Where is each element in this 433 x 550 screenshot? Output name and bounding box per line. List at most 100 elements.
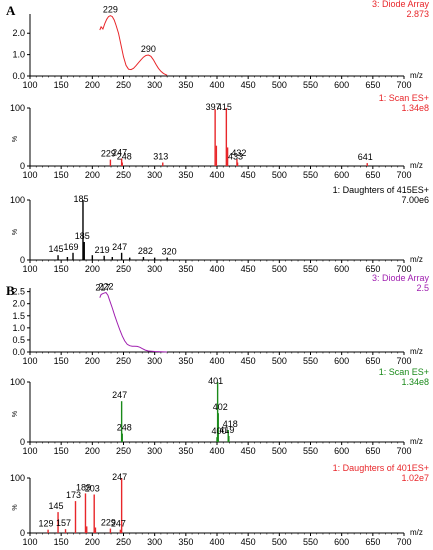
x-tick-label: 600 bbox=[334, 537, 349, 547]
peak-label: 247 bbox=[111, 519, 126, 529]
peak-label: 419 bbox=[219, 425, 234, 435]
x-axis-label: m/z bbox=[410, 347, 423, 356]
x-tick-label: 150 bbox=[54, 537, 69, 547]
x-tick-label: 100 bbox=[22, 264, 37, 274]
x-tick-label: 650 bbox=[365, 446, 380, 456]
x-tick-label: 150 bbox=[54, 356, 69, 366]
x-tick-label: 450 bbox=[241, 356, 256, 366]
x-tick-label: 400 bbox=[209, 170, 224, 180]
x-tick-label: 350 bbox=[178, 356, 193, 366]
y-tick-label: 1.0 bbox=[12, 323, 25, 333]
x-tick-label: 550 bbox=[303, 170, 318, 180]
peak-label: 145 bbox=[49, 244, 64, 254]
subplot-6: 1: Daughters of 401ES+1.02e7 100 150 200 250… bbox=[10, 463, 429, 547]
peak-label: 217 bbox=[95, 283, 110, 293]
x-tick-label: 150 bbox=[54, 264, 69, 274]
subplot-header-scale: 1.34e8 bbox=[401, 103, 429, 113]
x-tick-label: 550 bbox=[303, 537, 318, 547]
subplot-header-scale: 1.34e8 bbox=[401, 377, 429, 387]
x-tick-label: 250 bbox=[116, 80, 131, 90]
peak-label: 229 bbox=[101, 518, 116, 528]
x-tick-label: 500 bbox=[272, 80, 287, 90]
x-tick-label: 300 bbox=[147, 537, 162, 547]
x-tick-label: 700 bbox=[396, 80, 411, 90]
y-tick-label: 1.0 bbox=[12, 50, 25, 60]
peak-label: 400 bbox=[211, 426, 226, 436]
x-axis-label: m/z bbox=[410, 437, 423, 446]
x-tick-label: 600 bbox=[334, 356, 349, 366]
x-tick-label: 150 bbox=[54, 170, 69, 180]
x-tick-label: 450 bbox=[241, 264, 256, 274]
y-tick-label: 0 bbox=[20, 437, 25, 447]
x-tick-label: 500 bbox=[272, 446, 287, 456]
x-tick-label: 650 bbox=[365, 80, 380, 90]
x-tick-label: 200 bbox=[85, 446, 100, 456]
x-tick-label: 600 bbox=[334, 170, 349, 180]
x-tick-label: 650 bbox=[365, 170, 380, 180]
subplot-header-scale: 7.00e6 bbox=[401, 195, 429, 205]
x-tick-label: 650 bbox=[365, 264, 380, 274]
peak-label: 282 bbox=[138, 246, 153, 256]
x-tick-label: 250 bbox=[116, 264, 131, 274]
y-tick-label: 100 bbox=[10, 377, 25, 387]
y-tick-label: 2.5 bbox=[12, 287, 25, 297]
series-line bbox=[99, 15, 168, 76]
series-line bbox=[99, 292, 168, 353]
peak-label: 320 bbox=[162, 247, 177, 257]
x-tick-label: 550 bbox=[303, 80, 318, 90]
x-tick-label: 250 bbox=[116, 537, 131, 547]
x-tick-label: 300 bbox=[147, 264, 162, 274]
peak-label: 229 bbox=[101, 149, 116, 159]
x-tick-label: 450 bbox=[241, 80, 256, 90]
subplot-5: 1: Scan ES+1.34e8 100 150 200 250 300 350 400 45… bbox=[10, 367, 429, 456]
peak-label: 418 bbox=[223, 419, 238, 429]
peak-label: 247 bbox=[112, 242, 127, 252]
x-tick-label: 350 bbox=[178, 264, 193, 274]
x-axis-label: m/z bbox=[410, 161, 423, 170]
x-tick-label: 200 bbox=[85, 170, 100, 180]
y-tick-label: 100 bbox=[10, 103, 25, 113]
x-tick-label: 450 bbox=[241, 537, 256, 547]
panel-letter-b: B bbox=[6, 283, 15, 298]
y-tick-label: 100 bbox=[10, 195, 25, 205]
x-axis-label: m/z bbox=[410, 255, 423, 264]
peak-label: 290 bbox=[141, 44, 156, 54]
panel-letter-a: A bbox=[6, 3, 16, 18]
peak-label: 219 bbox=[95, 245, 110, 255]
x-tick-label: 200 bbox=[85, 80, 100, 90]
y-axis-label: % bbox=[12, 504, 19, 510]
subplot-header-title: 3: Diode Array bbox=[372, 273, 430, 283]
peak-label: 402 bbox=[213, 402, 228, 412]
x-tick-label: 500 bbox=[272, 170, 287, 180]
y-axis-label: % bbox=[12, 411, 19, 417]
x-tick-label: 400 bbox=[209, 80, 224, 90]
x-tick-label: 550 bbox=[303, 356, 318, 366]
subplot-header-scale: 2.873 bbox=[406, 9, 429, 19]
peak-label: 145 bbox=[49, 501, 64, 511]
x-tick-label: 550 bbox=[303, 446, 318, 456]
x-tick-label: 650 bbox=[365, 356, 380, 366]
subplot-header-scale: 1.02e7 bbox=[401, 473, 429, 483]
x-tick-label: 450 bbox=[241, 446, 256, 456]
peak-label: 169 bbox=[63, 242, 78, 252]
x-tick-label: 450 bbox=[241, 170, 256, 180]
x-tick-label: 350 bbox=[178, 446, 193, 456]
x-tick-label: 400 bbox=[209, 446, 224, 456]
x-tick-label: 700 bbox=[396, 446, 411, 456]
subplot-header-title: 1: Daughters of 401ES+ bbox=[333, 463, 429, 473]
y-tick-label: 0 bbox=[20, 255, 25, 265]
peak-label: 229 bbox=[103, 5, 118, 15]
x-tick-label: 500 bbox=[272, 356, 287, 366]
x-tick-label: 200 bbox=[85, 537, 100, 547]
subplot-header-title: 1: Scan ES+ bbox=[379, 367, 429, 377]
subplot-header-title: 1: Scan ES+ bbox=[379, 93, 429, 103]
x-tick-label: 600 bbox=[334, 446, 349, 456]
x-tick-label: 500 bbox=[272, 537, 287, 547]
x-tick-label: 700 bbox=[396, 170, 411, 180]
peak-label: 397 bbox=[206, 102, 221, 112]
x-tick-label: 600 bbox=[334, 264, 349, 274]
peak-label: 415 bbox=[217, 102, 232, 112]
x-tick-label: 350 bbox=[178, 170, 193, 180]
y-axis-label: % bbox=[12, 136, 19, 142]
